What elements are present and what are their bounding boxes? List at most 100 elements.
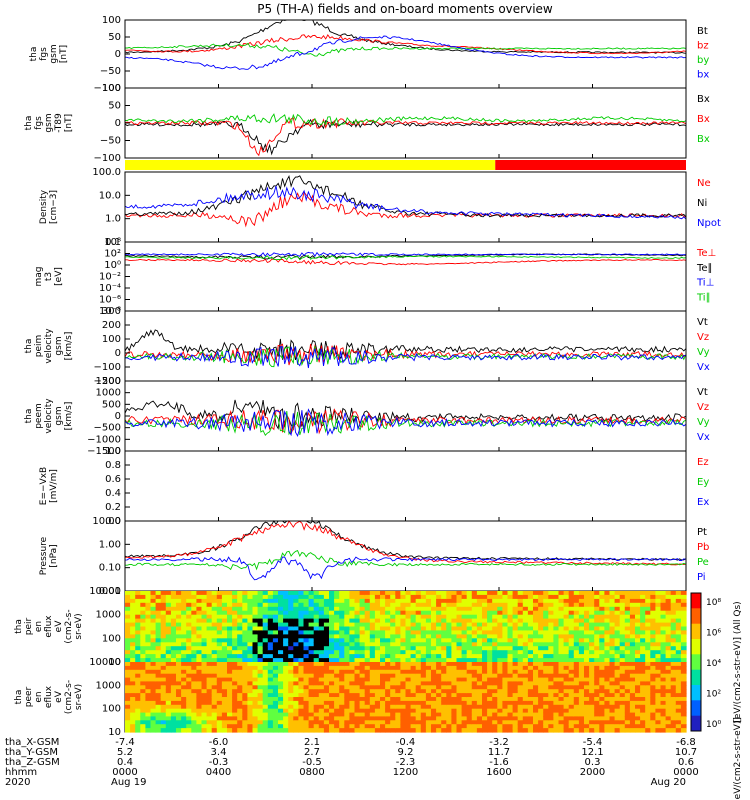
spectrogram-cell (415, 697, 422, 702)
spectrogram-cell (543, 598, 549, 604)
spectrogram-cell (298, 708, 305, 714)
spectrogram-cell (670, 638, 677, 643)
spectrogram-cell (431, 700, 437, 706)
spectrogram-cell (527, 708, 534, 714)
spectrogram-cell (364, 720, 371, 725)
y-axis-label: Pressure [nPa] (39, 536, 59, 575)
spectrogram-cell (436, 689, 442, 694)
spectrogram-cell (553, 622, 560, 628)
spectrogram-cell (181, 602, 187, 608)
spectrogram-cell (563, 642, 570, 647)
spectrogram-cell (130, 669, 136, 675)
spectrogram-cell (385, 634, 391, 639)
spectrogram-cell (425, 614, 432, 620)
spectrogram-cell (339, 700, 345, 706)
spectrogram-cell (594, 654, 600, 659)
spectrogram-cell (196, 658, 203, 663)
spectrogram-cell (655, 642, 662, 647)
spectrogram-cell (339, 662, 345, 667)
spectrogram-cell (604, 658, 611, 663)
spectrogram-cell (400, 689, 407, 694)
spectrogram-cell (594, 650, 600, 655)
spectrogram-cell (221, 646, 228, 651)
spectrogram-cell (512, 693, 519, 698)
y-axis-label-line: velocity (44, 328, 54, 364)
spectrogram-cell (497, 712, 503, 718)
spectrogram-cell (512, 685, 519, 690)
spectrogram-cell (548, 654, 554, 659)
spectrogram-cell (211, 650, 218, 655)
spectrogram-cell (471, 638, 478, 643)
spectrogram-cell (278, 634, 284, 639)
spectrogram-cell (655, 602, 662, 608)
spectrogram-cell (334, 708, 340, 714)
spectrogram-cell (196, 712, 203, 718)
spectrogram-cell (507, 728, 514, 733)
spectrogram-cell (390, 685, 396, 690)
spectrogram-cell (334, 681, 340, 686)
spectrogram-cell (415, 630, 422, 635)
spectrogram-cell (369, 654, 376, 659)
spectrogram-cell (323, 642, 330, 647)
spectrogram-cell (272, 614, 279, 620)
spectrogram-cell (492, 708, 498, 714)
spectrogram-cell (680, 638, 687, 643)
spectrogram-cell (206, 685, 213, 690)
spectrogram-cell (293, 610, 299, 616)
spectrogram-cell (135, 681, 141, 686)
spectrogram-cell (487, 622, 493, 628)
spectrogram-cell (216, 626, 223, 631)
spectrogram-cell (369, 720, 376, 725)
spectrogram-cell (573, 591, 580, 596)
legend-entry: Ez (697, 457, 709, 468)
spectrogram-cell (629, 622, 636, 628)
spectrogram-cell (640, 693, 646, 698)
spectrogram-cell (308, 708, 315, 714)
spectrogram-cell (425, 658, 432, 663)
spectrogram-cell (507, 708, 514, 714)
spectrogram-cell (252, 662, 259, 667)
spectrogram-cell (558, 618, 565, 624)
spectrogram-cell (502, 630, 509, 635)
spectrogram-cell (665, 638, 672, 643)
spectrogram-cell (645, 662, 651, 667)
spectrogram-cell (170, 712, 177, 718)
spectrogram-cell (206, 704, 213, 710)
spectrogram-cell (288, 630, 294, 635)
spectrogram-cell (619, 720, 626, 725)
spectrogram-cell (278, 724, 284, 729)
spectrogram-cell (619, 673, 626, 679)
spectrogram-cell (548, 724, 554, 729)
spectrogram-cell (441, 716, 447, 721)
spectrogram-cell (446, 634, 452, 639)
spectrogram-cell (650, 630, 656, 635)
spectrogram-cell (650, 654, 656, 659)
spectrogram-cell (446, 638, 452, 643)
spectrogram-cell (145, 693, 152, 698)
spectrogram-cell (303, 654, 310, 659)
spectrogram-cell (160, 591, 167, 596)
spectrogram-cell (216, 606, 223, 612)
spectrogram-cell (527, 716, 534, 721)
spectrogram-cell (385, 669, 391, 675)
spectrogram-cell (339, 642, 345, 647)
spectrogram-cell (420, 689, 427, 694)
spectrogram-cell (257, 654, 264, 659)
spectrogram-cell (145, 697, 152, 702)
spectrogram-cell (170, 638, 177, 643)
spectrogram-cell (538, 724, 544, 729)
spectrogram-cell (380, 622, 386, 628)
spectrogram-cell (553, 642, 560, 647)
spectrogram-cell (318, 594, 325, 600)
spectrogram-cell (538, 704, 544, 710)
spectrogram-cell (221, 716, 228, 721)
spectrogram-cell (252, 618, 259, 624)
spectrogram-cell (252, 594, 259, 600)
spectrogram-cell (476, 614, 483, 620)
spectrogram-cell (247, 598, 254, 604)
spectrogram-cell (680, 626, 687, 631)
spectrogram-cell (589, 650, 595, 655)
spectrogram-cell (334, 622, 340, 628)
spectrogram-cell (308, 689, 315, 694)
spectrogram-cell (487, 591, 493, 596)
